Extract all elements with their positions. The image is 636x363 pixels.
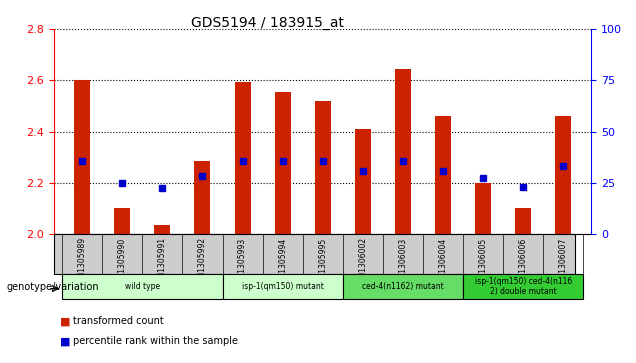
Text: transformed count: transformed count xyxy=(73,316,164,326)
Text: ■: ■ xyxy=(60,336,71,346)
Text: GSM1305995: GSM1305995 xyxy=(318,237,328,289)
Text: GSM1305990: GSM1305990 xyxy=(118,237,127,289)
Bar xyxy=(275,92,291,234)
Bar xyxy=(515,208,531,234)
Text: genotype/variation: genotype/variation xyxy=(6,282,99,292)
Bar xyxy=(475,183,491,234)
Text: GSM1306005: GSM1306005 xyxy=(479,237,488,289)
Bar xyxy=(435,116,451,234)
Bar xyxy=(395,69,411,234)
Bar xyxy=(555,116,571,234)
Text: GSM1306007: GSM1306007 xyxy=(559,237,568,289)
Text: GSM1305993: GSM1305993 xyxy=(238,237,247,289)
Text: GSM1306004: GSM1306004 xyxy=(439,237,448,289)
Text: GSM1305992: GSM1305992 xyxy=(198,237,207,289)
Bar xyxy=(355,129,371,234)
Text: GSM1305989: GSM1305989 xyxy=(78,237,86,289)
Bar xyxy=(62,274,223,299)
Text: ■: ■ xyxy=(60,316,71,326)
Text: GSM1305991: GSM1305991 xyxy=(158,237,167,289)
Text: GDS5194 / 183915_at: GDS5194 / 183915_at xyxy=(191,16,343,30)
Text: GSM1305994: GSM1305994 xyxy=(278,237,287,289)
Text: GSM1306006: GSM1306006 xyxy=(519,237,528,289)
Text: GSM1306003: GSM1306003 xyxy=(399,237,408,289)
Text: isp-1(qm150) ced-4(n116
2) double mutant: isp-1(qm150) ced-4(n116 2) double mutant xyxy=(474,277,572,297)
Bar xyxy=(463,274,583,299)
Bar xyxy=(343,274,463,299)
Bar xyxy=(114,208,130,234)
Bar xyxy=(195,161,211,234)
Bar xyxy=(235,82,251,234)
Bar xyxy=(155,225,170,234)
Text: percentile rank within the sample: percentile rank within the sample xyxy=(73,336,238,346)
Text: GSM1306002: GSM1306002 xyxy=(358,237,368,289)
Text: ced-4(n1162) mutant: ced-4(n1162) mutant xyxy=(362,282,444,291)
Bar xyxy=(74,80,90,234)
Bar xyxy=(223,274,343,299)
Bar xyxy=(315,101,331,234)
Text: isp-1(qm150) mutant: isp-1(qm150) mutant xyxy=(242,282,324,291)
Text: wild type: wild type xyxy=(125,282,160,291)
